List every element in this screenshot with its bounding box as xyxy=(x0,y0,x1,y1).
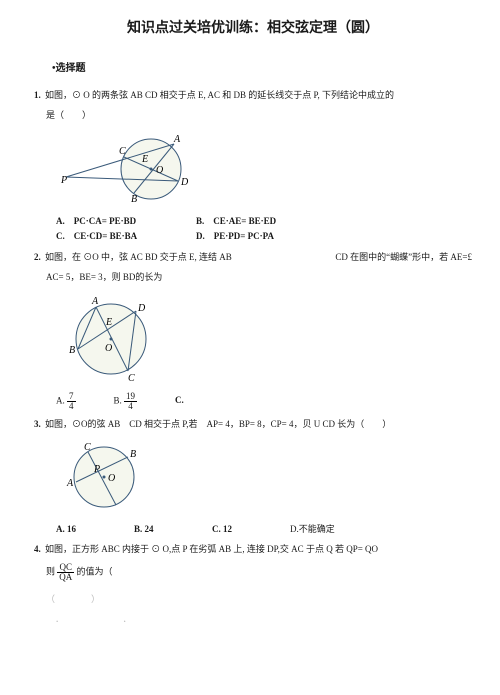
q2-optB: B. 194 xyxy=(114,392,138,411)
svg-text:C: C xyxy=(119,146,126,157)
q2-optC: C. xyxy=(175,394,184,408)
q1-text: 如图，⊙ O 的两条弦 AB CD 相交于点 E, AC 和 DB 的延长线交于… xyxy=(45,90,394,100)
q1-text2: 是（ ） xyxy=(46,108,472,122)
q3-optA: A. 16 xyxy=(56,523,86,537)
q2-text: 如图，在 ⊙O 中，弦 AC BD 交于点 E, 连结 AB xyxy=(45,252,232,262)
section-heading: •选择题 xyxy=(52,61,472,76)
question-4: 4. 如图，正方形 ABC 内接于 ⊙ O,点 P 在劣弧 AB 上, 连接 D… xyxy=(34,542,472,556)
q4-text: 如图，正方形 ABC 内接于 ⊙ O,点 P 在劣弧 AB 上, 连接 DP,交… xyxy=(45,544,378,554)
svg-text:A: A xyxy=(173,134,181,145)
q1-optA: A. PC·CA= PE·BD xyxy=(56,215,166,229)
svg-text:E: E xyxy=(141,154,148,165)
svg-text:D: D xyxy=(180,177,189,188)
q3-num: 3. xyxy=(34,417,41,431)
question-3: 3. 如图，⊙O的弦 AB CD 相交于点 P,若 AP= 4，BP= 8，CP… xyxy=(34,417,472,431)
q2-optA: A. 74 xyxy=(56,392,76,411)
page-title: 知识点过关培优训练：相交弦定理（圆） xyxy=(34,18,472,39)
q2-num: 2. xyxy=(34,250,41,264)
q2-note: CD 在图中的“蝴蝶”形中，若 AE=£ xyxy=(335,250,472,264)
svg-text:O: O xyxy=(156,165,163,176)
svg-text:P: P xyxy=(93,464,100,475)
q1-optB: B. CE·AE= BE·ED xyxy=(196,215,306,229)
svg-text:A: A xyxy=(91,296,99,307)
q3-optD: D.不能确定 xyxy=(290,523,335,537)
q2-options: A. 74 B. 194 C. xyxy=(56,392,472,411)
q4-blank1: （ ） xyxy=(46,592,472,606)
svg-text:B: B xyxy=(130,449,136,460)
svg-text:B: B xyxy=(131,194,137,205)
q2-diagram: A D B C E O xyxy=(56,291,472,386)
q3-options: A. 16 B. 24 C. 12 D.不能确定 xyxy=(56,523,472,537)
question-1: 1. 如图，⊙ O 的两条弦 AB CD 相交于点 E, AC 和 DB 的延长… xyxy=(34,88,472,102)
q1-optD: D. PE·PD= PC·PA xyxy=(196,230,306,244)
q3-text: 如图，⊙O的弦 AB CD 相交于点 P,若 AP= 4，BP= 8，CP= 4… xyxy=(45,419,391,429)
svg-text:D: D xyxy=(137,303,146,314)
svg-text:A: A xyxy=(66,478,74,489)
svg-text:B: B xyxy=(69,345,75,356)
svg-text:O: O xyxy=(108,473,115,484)
q4-line2: 则 QCQA 的值为（ xyxy=(46,563,472,582)
question-2: 2. 如图，在 ⊙O 中，弦 AC BD 交于点 E, 连结 AB CD 在图中… xyxy=(34,250,472,264)
q3-diagram: A B C P O xyxy=(56,437,472,517)
q1-diagram: P C B A D E O xyxy=(56,129,472,209)
svg-text:E: E xyxy=(105,317,112,328)
q3-optB: B. 24 xyxy=(134,523,164,537)
svg-text:O: O xyxy=(105,343,112,354)
q1-options: A. PC·CA= PE·BD B. CE·AE= BE·ED C. CE·CD… xyxy=(56,215,472,244)
q2-text2: AC= 5，BE= 3，则 BD的长为 xyxy=(46,270,472,284)
q1-optC: C. CE·CD= BE·BA xyxy=(56,230,166,244)
q4-num: 4. xyxy=(34,542,41,556)
svg-text:C: C xyxy=(128,373,135,384)
q4-blank2: ． ． xyxy=(46,612,472,626)
svg-text:C: C xyxy=(84,442,91,453)
svg-text:P: P xyxy=(60,175,67,186)
q1-num: 1. xyxy=(34,88,41,102)
q3-optC: C. 12 xyxy=(212,523,242,537)
